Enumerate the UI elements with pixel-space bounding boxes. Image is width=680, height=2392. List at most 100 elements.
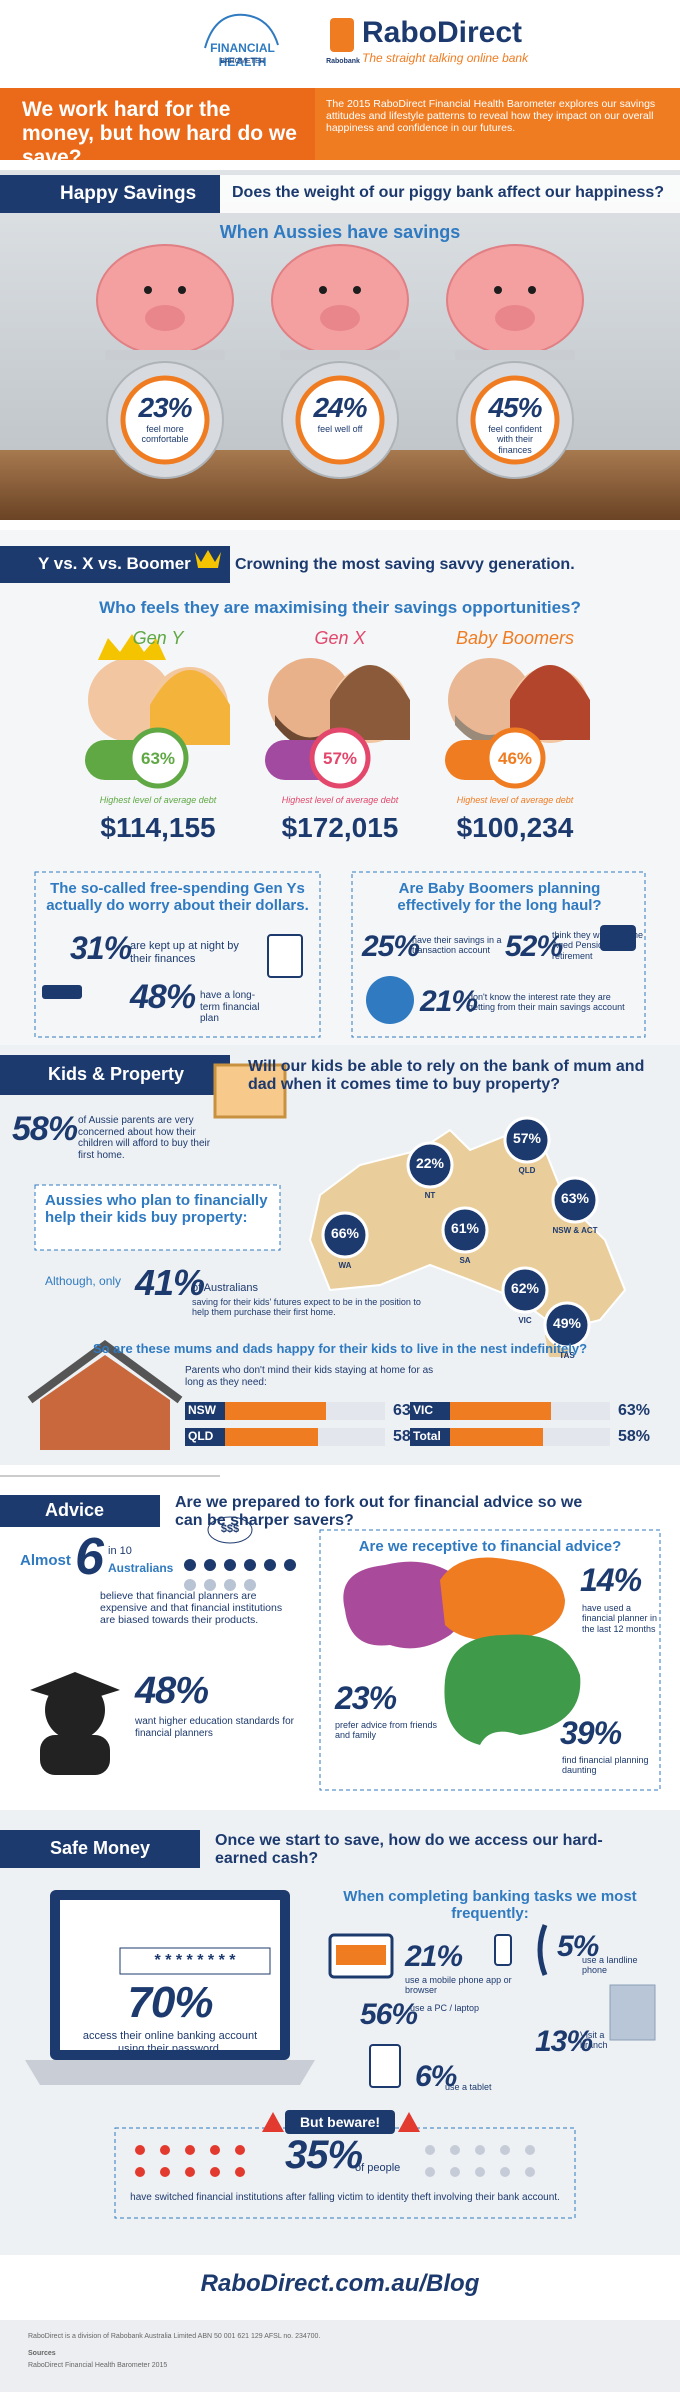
stat-value: 23%	[335, 1680, 397, 1716]
section-label: Happy Savings	[60, 183, 197, 204]
stat-value: 52%	[505, 930, 563, 963]
brand-name: RaboDirect	[362, 16, 523, 49]
section-label: Kids & Property	[48, 1064, 185, 1084]
stat-text: prefer advice from friends and family	[335, 1720, 438, 1741]
stat-value: 25%	[362, 930, 420, 963]
stat-text: find financial planning daunting	[562, 1755, 649, 1776]
logo-subtitle: BAROMETER	[220, 58, 265, 65]
stat-text: feel well off	[317, 424, 363, 434]
state-value: 61%	[450, 1220, 480, 1236]
logo-title: FINANCIAL HEALTH	[210, 41, 275, 69]
debt-amount: $114,155	[100, 812, 216, 843]
brand-tagline: The straight talking online bank	[362, 51, 529, 65]
section-subtitle: When Aussies have savings	[219, 222, 461, 242]
row-label-bg	[185, 1428, 225, 1446]
section-question: Does the weight of our piggy bank affect…	[232, 184, 665, 201]
stat-value: 5%	[557, 1930, 599, 1963]
stat-value: 21%	[405, 1940, 463, 1973]
state-value: 57%	[512, 1130, 542, 1146]
beware-label: But beware!	[299, 2114, 381, 2130]
row-bar	[450, 1428, 543, 1446]
debt-label: Highest level of average debt	[99, 795, 217, 805]
box-title: Are we receptive to financial advice?	[358, 1538, 622, 1555]
stat-value: 6	[75, 1528, 104, 1586]
state-value: 66%	[330, 1225, 360, 1241]
stat-text: saving for their kids' futures expect to…	[192, 1297, 421, 1318]
generation-name: Gen X	[314, 628, 366, 648]
stat-unit: in 10	[108, 1545, 132, 1557]
stat-value: 39%	[560, 1715, 622, 1751]
generation-value: 57%	[322, 749, 358, 768]
stat-value: 23%	[138, 392, 192, 423]
stat-text: use a PC / laptop	[410, 2003, 480, 2013]
stat-text: use a tablet	[445, 2082, 492, 2092]
section-label: Y vs. X vs. Boomer	[38, 554, 191, 573]
row-label: NSW	[188, 1403, 216, 1417]
debt-label: Highest level of average debt	[281, 795, 399, 805]
box-title: When completing banking tasks we most fr…	[343, 1888, 637, 1923]
section-tagline: Crowning the most saving savvy generatio…	[235, 556, 575, 573]
stat-text: have their savings in a transaction acco…	[412, 935, 502, 956]
stat-prefix: Almost	[20, 1552, 71, 1569]
section-question: Who feels they are maximising their savi…	[99, 598, 581, 617]
stat-value: 21%	[420, 985, 478, 1018]
footer-url: RaboDirect.com.au/Blog	[200, 2270, 480, 2297]
state-name: WA	[338, 1261, 352, 1270]
stat-text: use a mobile phone app or browser	[405, 1975, 512, 1996]
banner-description: The 2015 RaboDirect Financial Health Bar…	[326, 98, 656, 135]
row-label-bg	[410, 1402, 450, 1420]
stat-unit: of people	[355, 2162, 401, 2174]
password: * * * * * * * *	[154, 1952, 236, 1969]
stat-value: 13%	[535, 2025, 593, 2058]
stat-text: want higher education standards for fina…	[135, 1716, 294, 1739]
stat-text: access their online banking account usin…	[82, 2030, 258, 2055]
stat-value: 24%	[313, 392, 367, 423]
section-question: Are we prepared to fork out for financia…	[175, 1494, 583, 1530]
stat-value: 31%	[70, 930, 132, 966]
row-label-bg	[185, 1402, 225, 1420]
stat-text: have a long-term financial plan	[200, 990, 260, 1024]
row-value: 58%	[617, 1428, 650, 1445]
debt-amount: $172,015	[281, 812, 399, 843]
state-name: SA	[459, 1256, 471, 1265]
stat-value: 14%	[580, 1562, 642, 1598]
stat-text: have switched financial institutions aft…	[130, 2192, 560, 2203]
stat-value: 48%	[135, 1670, 209, 1712]
stat-text: believe that financial planners are expe…	[100, 1590, 283, 1627]
stat-text: are kept up at night by their finances	[130, 940, 239, 965]
stat-text: don't know the interest rate they are ge…	[468, 992, 625, 1013]
banner-title: We work hard for the money, but how hard…	[22, 98, 297, 170]
box-title: Are Baby Boomers planning effectively fo…	[397, 880, 602, 915]
stat-text: have used a financial planner in the las…	[582, 1603, 658, 1634]
row-label: VIC	[413, 1403, 434, 1417]
state-name: QLD	[518, 1166, 536, 1175]
row-bar	[225, 1402, 326, 1420]
section-label: Safe Money	[50, 1838, 151, 1858]
section-question: Will our kids be able to rely on the ban…	[248, 1058, 645, 1094]
row-bar	[450, 1402, 551, 1420]
sources-title: Sources	[28, 2350, 56, 2357]
stat-value: 58%	[12, 1110, 78, 1148]
stat-unit: Australians	[108, 1561, 174, 1575]
row-label: QLD	[188, 1429, 214, 1443]
stat-value: 48%	[130, 978, 196, 1016]
box-title: The so-called free-spending Gen Ys actua…	[46, 880, 309, 915]
generation-value: 63%	[140, 749, 176, 768]
generation-name: Baby Boomers	[455, 628, 575, 648]
bank-name: Rabobank	[326, 58, 360, 65]
row-label-bg	[410, 1428, 450, 1446]
disclaimer: RaboDirect is a division of Rabobank Aus…	[28, 2333, 321, 2340]
state-name: VIC	[518, 1316, 532, 1325]
generation-value: 46%	[497, 749, 533, 768]
nest-question: So are these mums and dads happy for the…	[92, 1341, 588, 1356]
state-name: NT	[424, 1191, 436, 1200]
stat-value: 6%	[415, 2060, 457, 2093]
stat-text: of Aussie parents are very concerned abo…	[78, 1115, 211, 1161]
state-value: 49%	[552, 1315, 582, 1331]
section-label: Advice	[45, 1500, 105, 1520]
debt-amount: $100,234	[456, 812, 574, 843]
stat-text: feel more comfortable	[141, 424, 189, 445]
generation-name: Gen Y	[132, 628, 184, 648]
